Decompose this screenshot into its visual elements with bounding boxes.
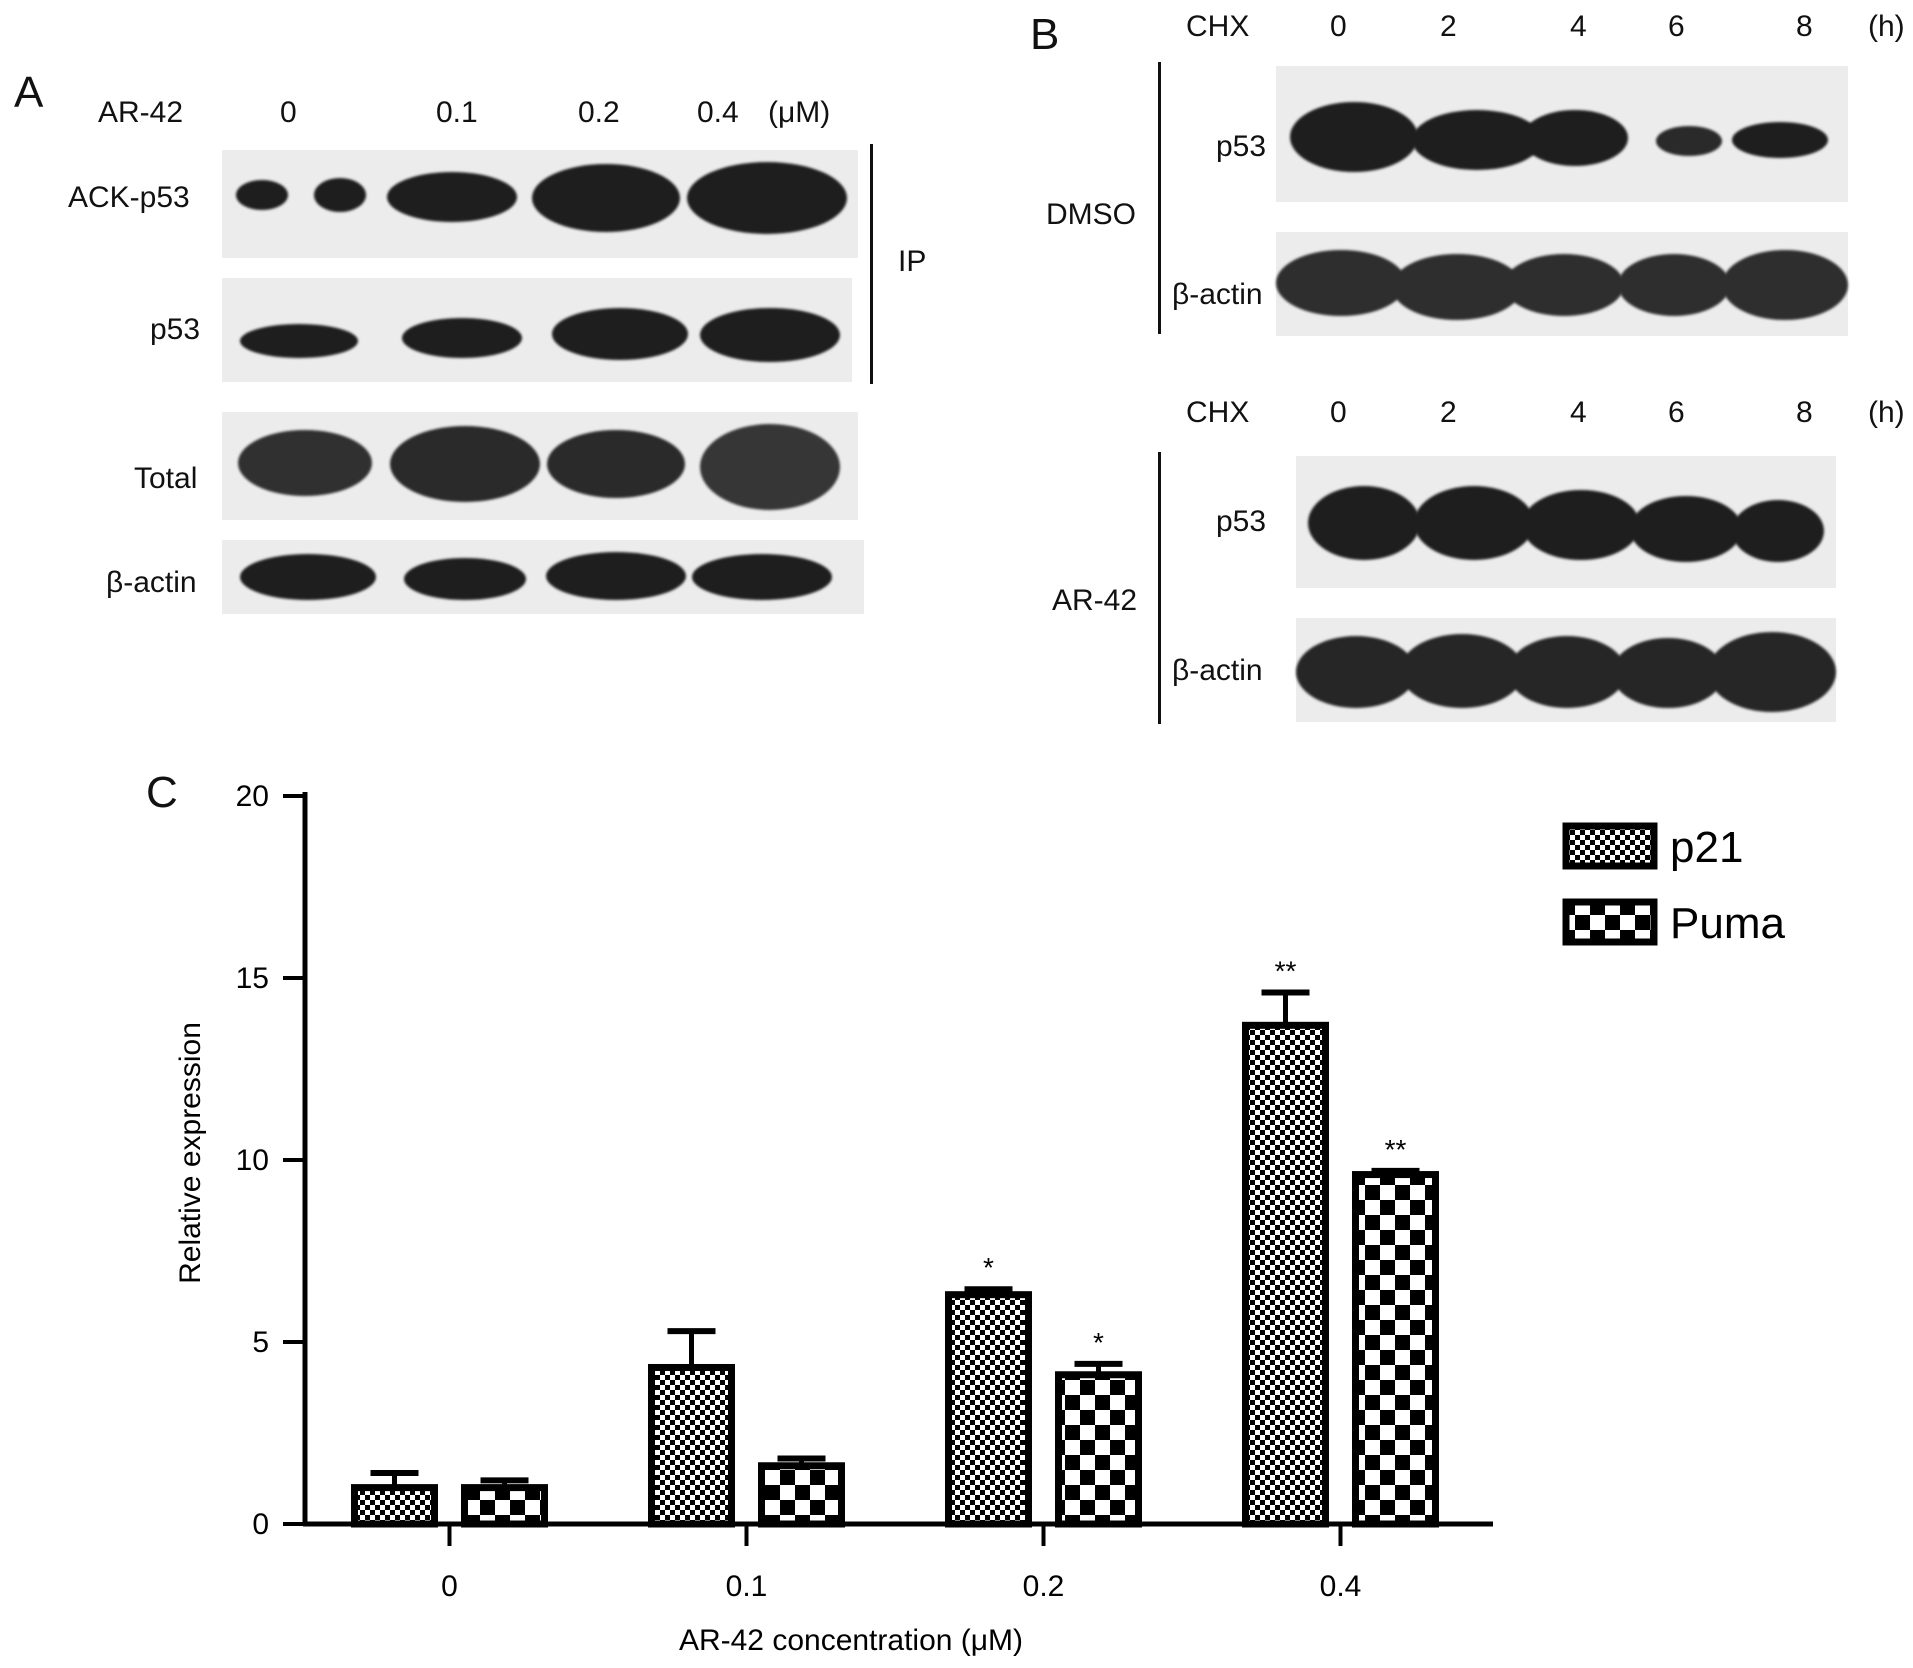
- y-axis-label: Relative expression: [174, 1022, 207, 1284]
- bar-Puma-3: [1352, 1171, 1439, 1528]
- panel-b-bottom-row-p53: p53: [1216, 505, 1267, 538]
- bar-p21-1: [648, 1363, 735, 1528]
- panel-b-bottom-chx-label: CHX: [1186, 396, 1250, 429]
- significance-p21-2: *: [983, 1252, 994, 1283]
- panel-b-bottom-time-2: 4: [1570, 396, 1587, 429]
- bar-Puma-0: [461, 1484, 548, 1528]
- y-tick-label-1: 5: [252, 1326, 269, 1359]
- panel-a-treatment-label: AR-42: [98, 96, 184, 129]
- panel-a-row-label-ack-p53: ACK-p53: [68, 181, 190, 214]
- panel-c-letter: C: [146, 768, 178, 817]
- panel-a-row-label-beta-actin: β-actin: [106, 566, 197, 599]
- panel-b-top-row-p53: p53: [1216, 130, 1267, 163]
- significance-p21-3: **: [1275, 956, 1297, 987]
- panel-a-dose-1: 0.1: [436, 96, 478, 129]
- panel-b-bottom-unit: (h): [1868, 396, 1905, 429]
- bar-Puma-2: [1055, 1371, 1142, 1528]
- panel-b-top-chx-label: CHX: [1186, 10, 1250, 43]
- x-tick-label-3: 0.4: [1320, 1570, 1362, 1603]
- chart-legend: p21 Puma: [1562, 822, 1785, 948]
- panel-b-top-time-0: 0: [1330, 10, 1347, 43]
- panel-b-top-time-2: 4: [1570, 10, 1587, 43]
- legend-label-p21: p21: [1670, 823, 1743, 872]
- blot-a-p53: [222, 278, 852, 382]
- panel-a-row-label-p53: p53: [150, 313, 201, 346]
- ip-bracket-line: [870, 144, 873, 384]
- panel-b-top-time-4: 8: [1796, 10, 1813, 43]
- blot-b-ar42-p53: [1296, 456, 1836, 588]
- panel-b-bottom-group-label: AR-42: [1052, 584, 1138, 617]
- blot-a-beta-actin: [222, 540, 864, 614]
- bar-p21-2: [945, 1291, 1032, 1528]
- panel-b-top-bracket: [1158, 62, 1161, 334]
- ip-label: IP: [898, 245, 927, 278]
- bar-Puma-1: [758, 1462, 845, 1528]
- panel-b-bottom-row-beta-actin: β-actin: [1172, 654, 1263, 687]
- panel-b-top-unit: (h): [1868, 10, 1905, 43]
- bar-p21-3: [1242, 1021, 1329, 1528]
- y-tick-label-0: 0: [252, 1508, 269, 1541]
- significance-Puma-3: **: [1385, 1134, 1407, 1165]
- blot-a-total: [222, 412, 858, 520]
- blot-b-ar42-beta-actin: [1296, 618, 1836, 722]
- panel-b-top-group-label: DMSO: [1046, 198, 1136, 231]
- panel-a-letter: A: [14, 68, 44, 117]
- panel-b-bottom-time-1: 2: [1440, 396, 1457, 429]
- panel-a-dose-2: 0.2: [578, 96, 620, 129]
- x-tick-label-0: 0: [441, 1570, 458, 1603]
- panel-b-letter: B: [1030, 10, 1060, 59]
- bar-p21-0: [351, 1484, 438, 1528]
- panel-a-unit: (μM): [768, 96, 831, 129]
- panel-b-bottom-bracket: [1158, 452, 1161, 724]
- x-tick-label-1: 0.1: [726, 1570, 768, 1603]
- panel-b-bottom-time-3: 6: [1668, 396, 1685, 429]
- legend-swatch-p21: [1562, 822, 1658, 870]
- y-tick-label-3: 15: [236, 962, 269, 995]
- panel-b-top-time-3: 6: [1668, 10, 1685, 43]
- y-tick-label-2: 10: [236, 1144, 269, 1177]
- panel-a-row-label-total: Total: [134, 462, 198, 495]
- panel-b-bottom-time-0: 0: [1330, 396, 1347, 429]
- panel-b-bottom-time-4: 8: [1796, 396, 1813, 429]
- blot-b-dmso-p53: [1276, 66, 1848, 202]
- panel-a-dose-0: 0: [280, 96, 297, 129]
- legend-label-Puma: Puma: [1670, 899, 1785, 948]
- x-tick-label-2: 0.2: [1023, 1570, 1065, 1603]
- legend-swatch-Puma: [1562, 898, 1658, 946]
- panel-a-dose-3: 0.4: [697, 96, 739, 129]
- panel-b-top-row-beta-actin: β-actin: [1172, 278, 1263, 311]
- blot-b-dmso-beta-actin: [1276, 232, 1848, 336]
- panel-b-top-time-1: 2: [1440, 10, 1457, 43]
- chart-bars: ******: [351, 956, 1439, 1528]
- y-tick-label-4: 20: [236, 780, 269, 813]
- x-axis-label: AR-42 concentration (μM): [679, 1624, 1023, 1657]
- significance-Puma-2: *: [1093, 1327, 1104, 1358]
- blot-a-ack-p53: [222, 150, 858, 258]
